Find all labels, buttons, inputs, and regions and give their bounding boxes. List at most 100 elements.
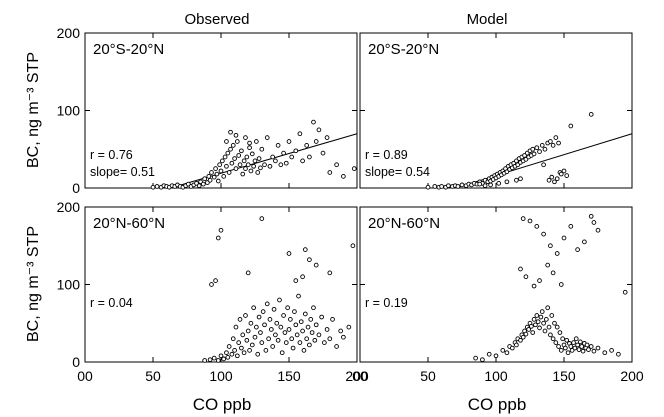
data-point (209, 170, 214, 175)
data-point (302, 247, 308, 252)
data-point (308, 317, 314, 322)
data-point (473, 355, 478, 361)
data-point (584, 342, 590, 348)
data-point (482, 183, 488, 189)
data-point (550, 143, 556, 148)
data-point (459, 182, 465, 188)
data-point (504, 350, 510, 356)
data-point (565, 350, 571, 356)
data-point (514, 342, 519, 348)
data-point (251, 305, 256, 311)
data-point (207, 357, 213, 363)
data-point (293, 322, 299, 328)
data-point (228, 129, 233, 135)
x-axis-label-observed: CO ppb (193, 395, 252, 414)
data-point (313, 139, 319, 144)
data-point (264, 135, 270, 140)
data-point (259, 216, 265, 221)
data-point (327, 170, 333, 175)
data-point (527, 218, 533, 224)
data-point (262, 322, 267, 328)
data-point (258, 330, 263, 335)
x-tick-label: 50 (420, 368, 436, 384)
data-point (270, 154, 276, 160)
data-point (215, 358, 221, 363)
data-point (200, 181, 206, 187)
data-point (218, 227, 224, 233)
data-point (286, 139, 292, 144)
data-point (286, 327, 292, 332)
data-point (579, 344, 585, 349)
data-point (267, 163, 273, 169)
data-point (530, 146, 536, 152)
slope-label: slope= 0.51 (90, 165, 155, 179)
data-point (218, 353, 224, 359)
data-point (275, 143, 281, 148)
x-tick-label: 200 (345, 368, 369, 384)
data-point (236, 153, 242, 158)
data-point (564, 337, 570, 343)
data-point (285, 305, 290, 311)
data-point (531, 317, 537, 322)
x-tick-label: 100 (484, 368, 508, 384)
data-point (591, 220, 597, 225)
data-point (520, 334, 526, 340)
data-point (230, 336, 236, 342)
data-point (268, 327, 274, 332)
data-point (324, 327, 330, 332)
data-point (211, 174, 217, 180)
data-point (534, 145, 540, 151)
data-point (537, 149, 542, 154)
data-point (229, 160, 235, 166)
data-point (504, 179, 510, 185)
data-point (256, 314, 262, 320)
data-point (228, 146, 233, 152)
data-point (568, 344, 574, 349)
data-point (550, 336, 556, 342)
data-point (529, 324, 534, 329)
data-point (241, 158, 247, 164)
data-point (254, 324, 259, 330)
data-point (243, 135, 248, 140)
data-point (225, 150, 231, 156)
data-point (591, 348, 597, 354)
data-point (245, 270, 251, 276)
data-point (568, 123, 574, 129)
data-point (558, 348, 564, 353)
data-point (307, 154, 312, 160)
data-point (225, 355, 231, 360)
x-tick-label: 150 (552, 368, 576, 384)
data-point (552, 320, 557, 326)
data-point (248, 168, 254, 174)
data-point (488, 182, 493, 188)
data-point (560, 336, 565, 342)
data-point (221, 356, 227, 362)
region-label: 20°S-20°N (368, 41, 439, 58)
data-point (554, 324, 560, 330)
data-point (554, 251, 560, 256)
data-point (304, 143, 310, 148)
data-point (239, 345, 244, 351)
data-point (266, 336, 271, 342)
data-point (292, 309, 297, 314)
data-point (558, 171, 564, 177)
data-point (553, 340, 559, 345)
data-point (240, 332, 246, 338)
data-point (545, 305, 551, 311)
data-point (586, 347, 591, 352)
data-point (477, 181, 483, 187)
data-point (582, 239, 587, 245)
data-point (493, 353, 499, 359)
data-point (283, 340, 289, 345)
data-point (304, 336, 310, 342)
data-point (316, 332, 322, 338)
data-point (309, 330, 315, 335)
data-point (541, 162, 546, 168)
data-point (243, 313, 248, 318)
data-point (548, 332, 553, 338)
data-point (236, 340, 242, 345)
x-tick-label: 150 (277, 368, 301, 384)
data-point (573, 336, 579, 342)
data-point (214, 171, 220, 177)
data-point (316, 127, 322, 133)
